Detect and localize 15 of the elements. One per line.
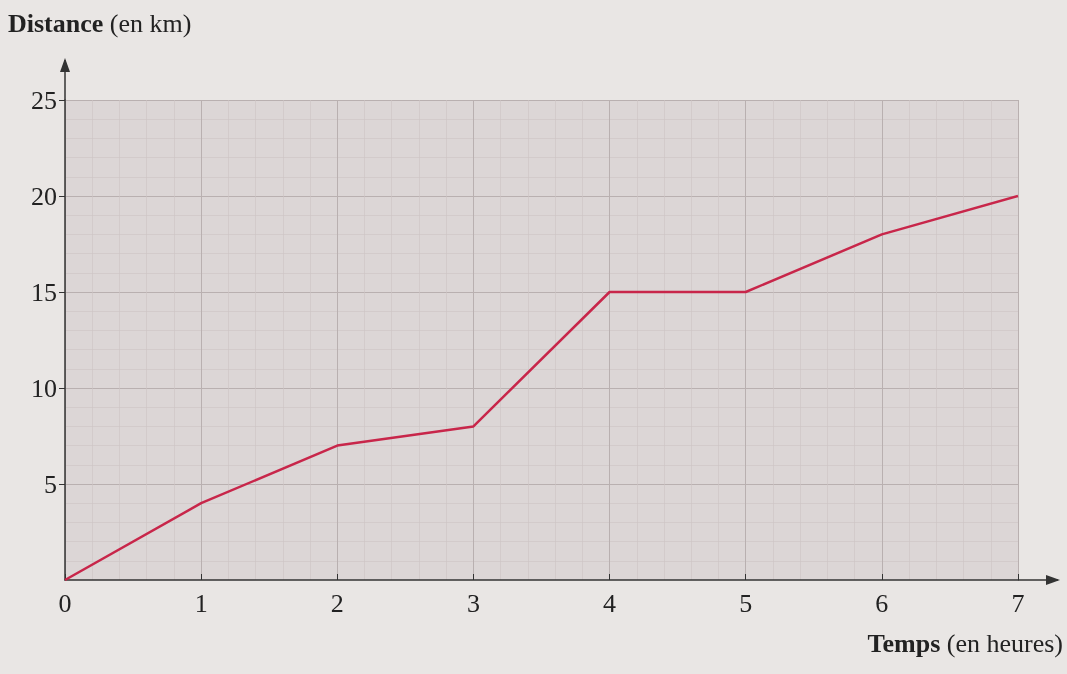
x-tick-label: 6 [875, 588, 889, 618]
x-tick-label: 3 [466, 588, 480, 618]
x-tick-label: 4 [603, 588, 617, 618]
x-tick-label: 1 [194, 588, 208, 618]
y-tick-label: 10 [31, 373, 57, 403]
y-tick-label: 20 [31, 181, 57, 211]
y-axis-title: Distance (en km) [8, 8, 192, 38]
x-tick-label: 5 [739, 588, 753, 618]
y-tick-label: 15 [31, 277, 57, 307]
x-tick-label: 7 [1011, 588, 1025, 618]
y-tick-label: 5 [44, 469, 57, 499]
x-tick-label: 0 [58, 588, 72, 618]
x-tick-label: 2 [330, 588, 344, 618]
y-tick-label: 25 [31, 85, 57, 115]
x-axis-title: Temps (en heures) [867, 628, 1064, 658]
